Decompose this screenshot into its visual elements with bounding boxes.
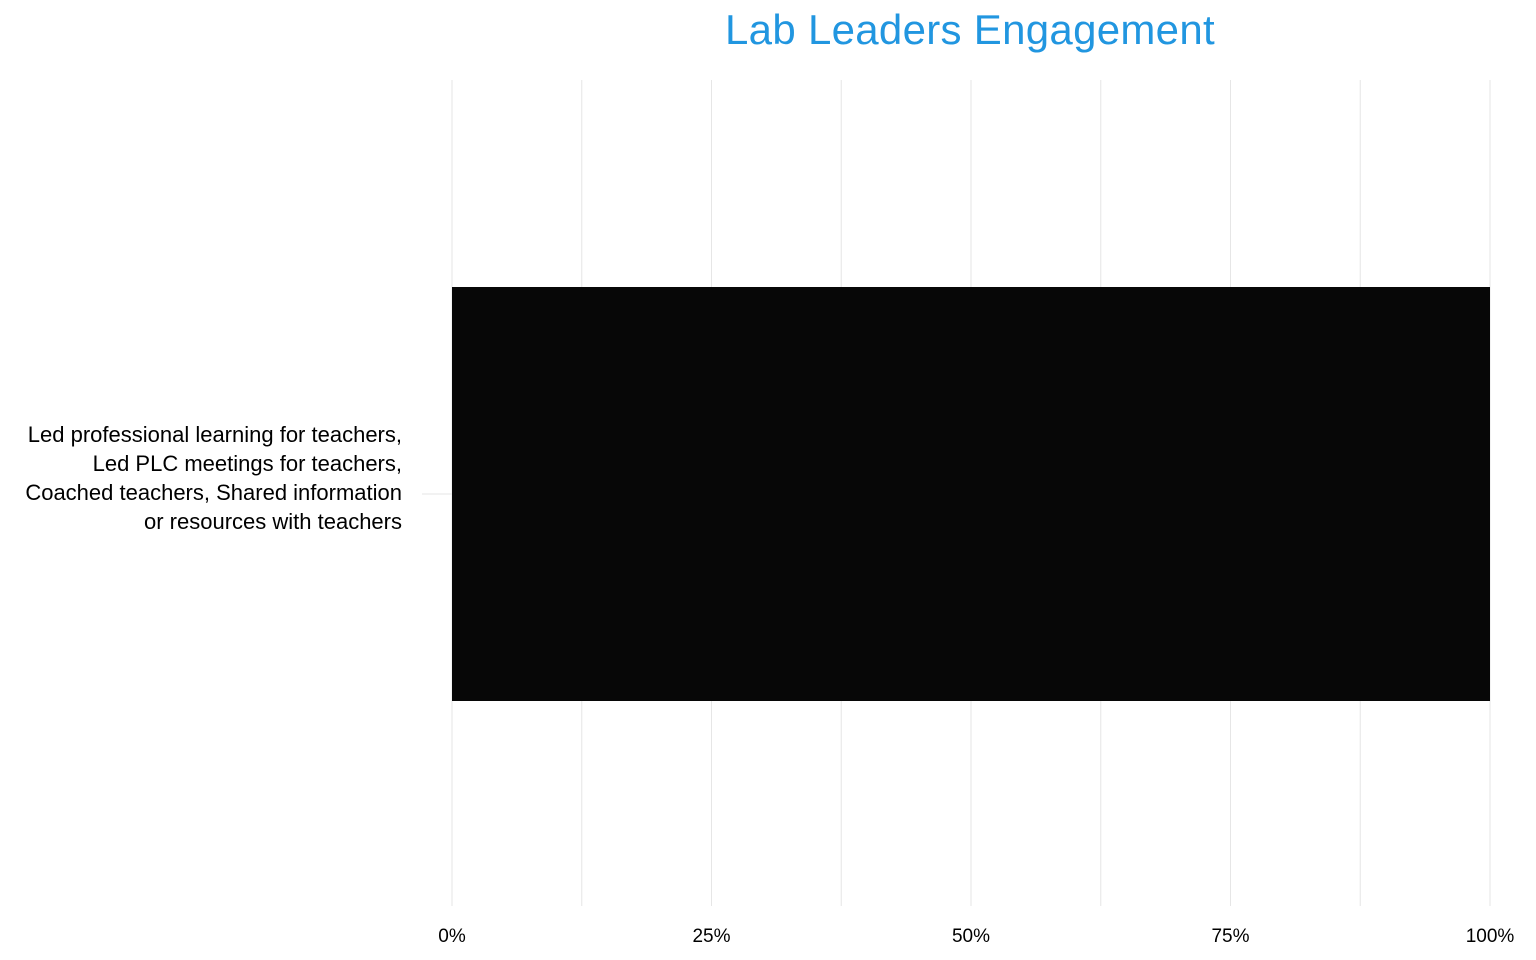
- x-tick-label-3: 75%: [1211, 926, 1249, 947]
- x-axis-ticks: 0% 25% 50% 75% 100%: [438, 926, 1514, 947]
- x-tick-label-4: 100%: [1466, 926, 1515, 947]
- category-label: Led professional learning for teachers, …: [25, 422, 402, 534]
- chart-title: Lab Leaders Engagement: [725, 6, 1215, 53]
- x-tick-label-1: 25%: [692, 926, 730, 947]
- bar-0: [452, 287, 1490, 701]
- x-tick-label-0: 0%: [438, 926, 466, 947]
- bars: [452, 287, 1490, 701]
- x-tick-label-2: 50%: [952, 926, 990, 947]
